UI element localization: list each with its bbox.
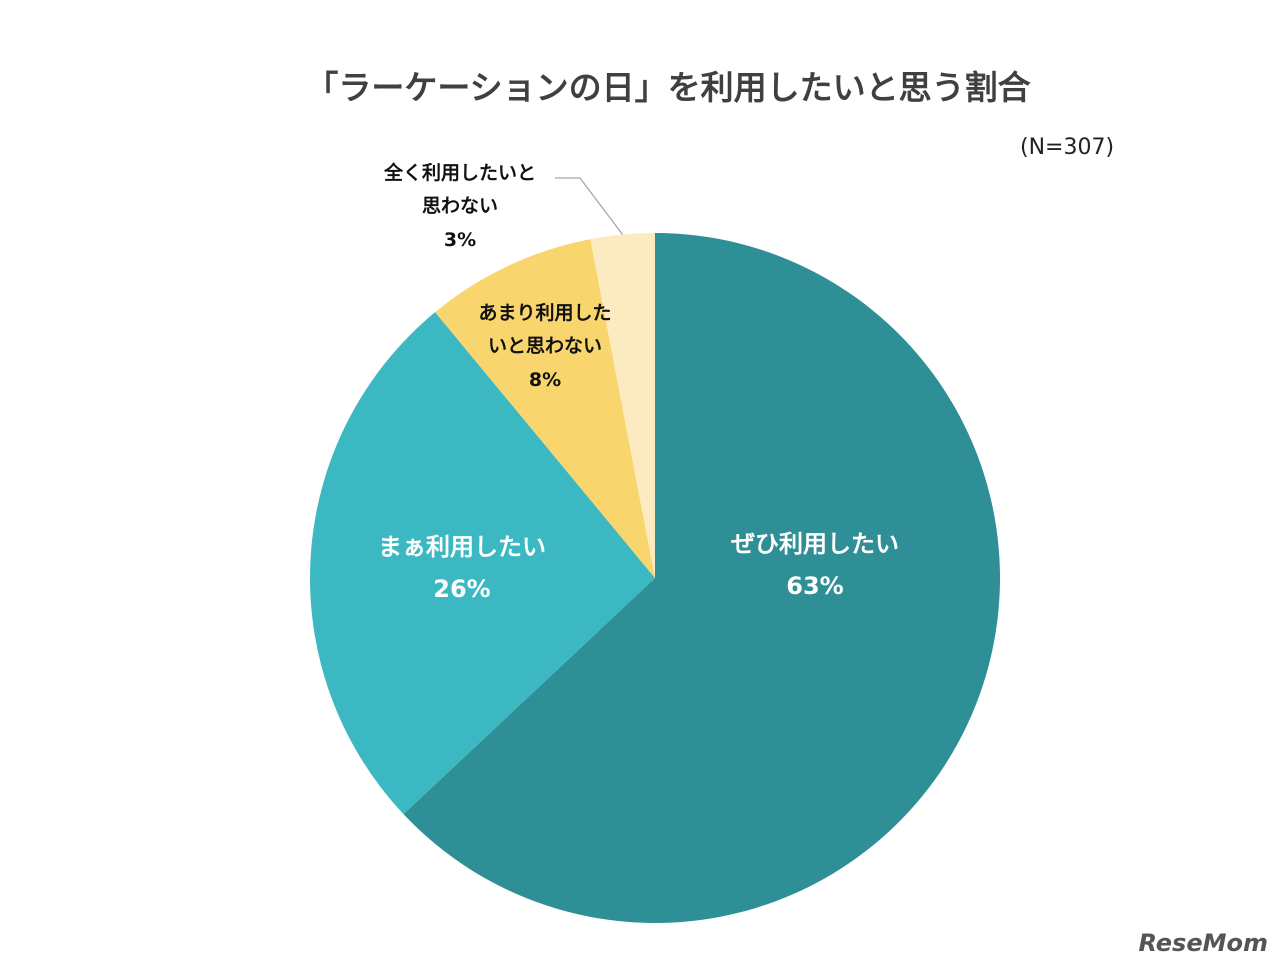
- value-label: 3%: [443, 228, 477, 251]
- value-label: 63%: [786, 572, 844, 600]
- chart-title: 「ラーケーションの日」を利用したいと思う割合: [305, 68, 1031, 107]
- pie-slice: [590, 233, 655, 578]
- pie-slice: [310, 312, 655, 815]
- category-label: あまり利用したいと思わない: [478, 302, 612, 358]
- category-label: 全く利用したいと思わない: [383, 162, 536, 218]
- leader-line: [555, 177, 624, 235]
- chart-subtitle: (N=307): [1020, 135, 1115, 160]
- slice-label: ぜひ利用したい 63%: [719, 523, 911, 607]
- pie-slice: [435, 239, 655, 578]
- value-label: 8%: [528, 368, 562, 391]
- category-label: まぁ利用したい: [378, 533, 546, 561]
- slice-label: まぁ利用したい 26%: [366, 526, 558, 610]
- pie-slice: [403, 233, 1000, 923]
- slice-label: あまり利用したいと思わない 8%: [476, 297, 615, 397]
- watermark: ReseMom: [1138, 929, 1268, 957]
- value-label: 26%: [433, 575, 491, 603]
- slice-label: 全く利用したいと思わない 3%: [381, 157, 539, 257]
- category-label: ぜひ利用したい: [731, 530, 899, 558]
